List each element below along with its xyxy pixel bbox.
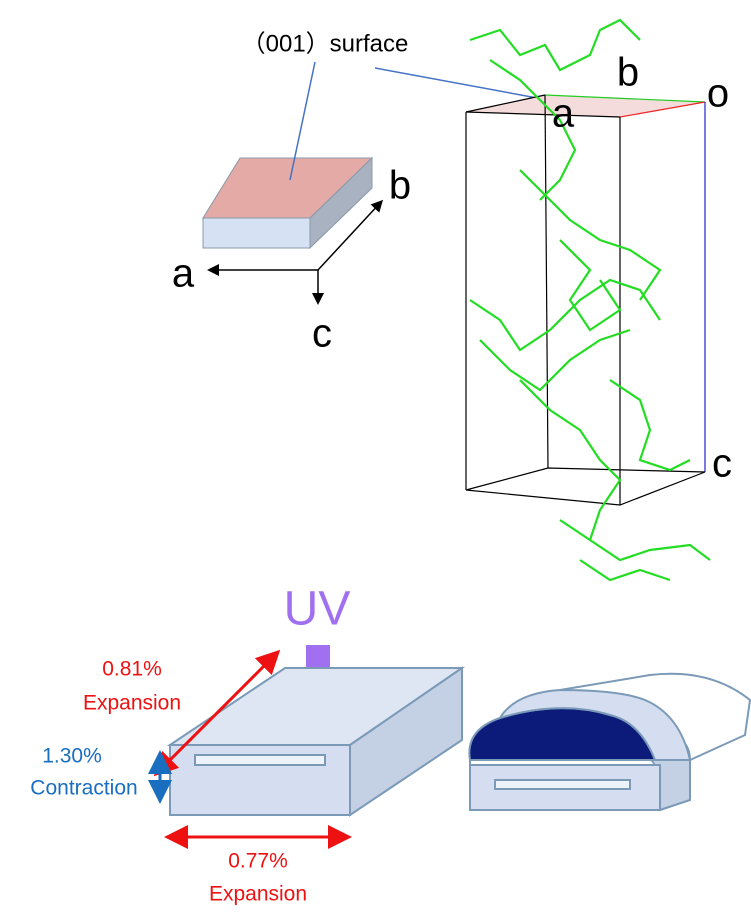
effect-label: Contraction <box>30 777 137 800</box>
percent-label: 1.30% <box>42 745 102 768</box>
percent-label: 0.81% <box>102 658 162 681</box>
effect-label: Expansion <box>83 692 181 715</box>
unit-cell <box>466 95 705 505</box>
surface-label: （001）surface <box>242 30 409 57</box>
axis-label: a <box>172 252 195 296</box>
page: （001）surface a b c b o a c UV 0.81% Expa… <box>0 0 751 913</box>
percent-label: 0.77% <box>228 850 288 873</box>
stimulus-label: UV <box>284 583 351 636</box>
bent-film <box>469 674 750 810</box>
effect-label: Expansion <box>209 883 307 906</box>
axis-label: b <box>389 164 411 208</box>
pointer-line <box>375 68 548 100</box>
cell-label: a <box>552 92 575 136</box>
cell-label: b <box>617 51 639 95</box>
figure: （001）surface a b c b o a c UV 0.81% Expa… <box>0 0 751 913</box>
axis-label: c <box>312 312 332 356</box>
crystal-slab <box>203 158 372 248</box>
cell-label: c <box>712 442 732 486</box>
film-slab <box>170 668 462 815</box>
cell-label: o <box>707 72 729 116</box>
